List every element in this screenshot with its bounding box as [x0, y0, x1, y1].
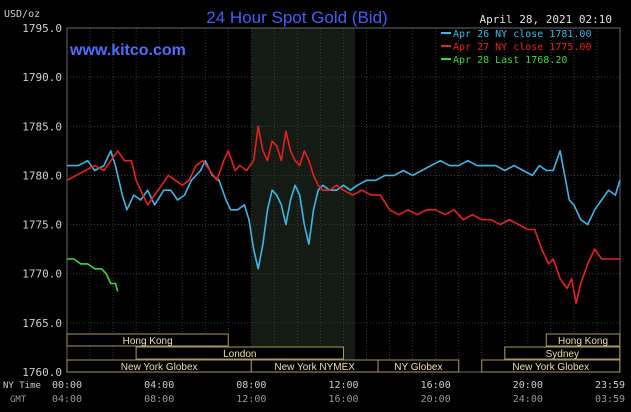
- market-session-label: Hong Kong: [558, 336, 608, 347]
- market-session-box: [481, 359, 621, 373]
- market-session-box: [504, 346, 621, 360]
- x-tick-label-gmt: 16:00: [328, 394, 358, 405]
- y-tick-label: 1780.0: [22, 169, 62, 182]
- market-session-label: New York Globex: [121, 362, 198, 373]
- x-tick-label-gmt: 24:00: [513, 394, 543, 405]
- market-session-box: [545, 333, 621, 347]
- x-tick-label-gmt: 04:00: [52, 394, 82, 405]
- ny-time-label: NY Time: [3, 381, 41, 391]
- y-tick-label: 1795.0: [22, 22, 62, 35]
- active-session-band: [251, 28, 356, 372]
- market-session-box: [377, 359, 460, 373]
- y-axis-unit: USD/oz: [4, 9, 40, 20]
- y-tick-label: 1775.0: [22, 219, 62, 232]
- timestamp: April 28, 2021 02:10: [480, 13, 612, 26]
- legend-entry: Apr 26 NY close 1781.00: [453, 29, 591, 40]
- series-line: [67, 258, 119, 292]
- market-session-label: NY Globex: [394, 362, 442, 373]
- market-session-label: London: [223, 349, 256, 360]
- y-tick-label: 1785.0: [22, 120, 62, 133]
- price-series: [66, 125, 621, 304]
- x-axis-ticks: 00:00 04:00 04:00 08:00 08:00 12:00 12:00 16:00…: [52, 380, 625, 405]
- x-tick-label-ny: 04:00: [144, 380, 174, 391]
- x-tick-label-ny: 23:59: [595, 380, 625, 391]
- y-tick-label: 1760.0: [22, 366, 62, 379]
- x-tick-label-ny: 00:00: [52, 380, 82, 391]
- legend-entry: Apr 27 NY close 1775.00: [453, 42, 591, 53]
- x-tick-label-ny: 12:00: [328, 380, 358, 391]
- market-session-label: Sydney: [546, 349, 579, 360]
- legend: Apr 26 NY close 1781.00 Apr 27 NY close 1…: [441, 29, 591, 66]
- market-session-label: New York NYMEX: [274, 362, 355, 373]
- legend-entry: Apr 28 Last 1768.20: [453, 55, 567, 66]
- market-sessions: Hong Kong Hong Kong London Sydney New York G…: [66, 333, 621, 373]
- series-line: [67, 150, 621, 270]
- y-tick-label: 1790.0: [22, 71, 62, 84]
- market-session-box: [135, 346, 344, 360]
- x-tick-label-ny: 08:00: [236, 380, 266, 391]
- site-watermark: www.kitco.com: [69, 42, 186, 59]
- y-tick-label: 1765.0: [22, 317, 62, 330]
- x-tick-label-gmt: 20:00: [421, 394, 451, 405]
- chart-title: 24 Hour Spot Gold (Bid): [206, 8, 387, 27]
- x-tick-label-gmt: 03:59: [595, 394, 625, 405]
- series-line: [66, 125, 620, 304]
- x-tick-label-gmt: 12:00: [236, 394, 266, 405]
- session-shading: [251, 28, 356, 372]
- market-session-label: Hong Kong: [123, 336, 173, 347]
- y-tick-label: 1770.0: [22, 268, 62, 281]
- x-tick-label-gmt: 08:00: [144, 394, 174, 405]
- gmt-label: GMT: [10, 395, 27, 405]
- y-axis-ticks: 1795.0 1790.0 1785.0 1780.0 1775.0 1770.0 1765…: [22, 22, 62, 379]
- x-tick-label-ny: 16:00: [421, 380, 451, 391]
- market-session-label: New York Globex: [512, 362, 589, 373]
- market-session-box: [66, 333, 229, 347]
- x-tick-label-ny: 20:00: [513, 380, 543, 391]
